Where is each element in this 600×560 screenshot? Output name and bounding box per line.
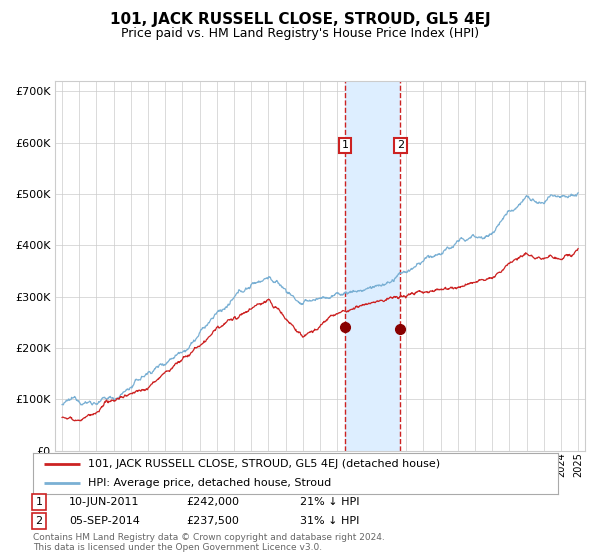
Text: 101, JACK RUSSELL CLOSE, STROUD, GL5 4EJ: 101, JACK RUSSELL CLOSE, STROUD, GL5 4EJ bbox=[110, 12, 490, 27]
Text: 2: 2 bbox=[35, 516, 43, 526]
Text: This data is licensed under the Open Government Licence v3.0.: This data is licensed under the Open Gov… bbox=[33, 543, 322, 552]
Text: 05-SEP-2014: 05-SEP-2014 bbox=[69, 516, 140, 526]
Text: £242,000: £242,000 bbox=[186, 497, 239, 507]
Text: 21% ↓ HPI: 21% ↓ HPI bbox=[300, 497, 359, 507]
Text: 1: 1 bbox=[341, 141, 349, 151]
Text: £237,500: £237,500 bbox=[186, 516, 239, 526]
Text: Contains HM Land Registry data © Crown copyright and database right 2024.: Contains HM Land Registry data © Crown c… bbox=[33, 533, 385, 542]
Text: 101, JACK RUSSELL CLOSE, STROUD, GL5 4EJ (detached house): 101, JACK RUSSELL CLOSE, STROUD, GL5 4EJ… bbox=[88, 459, 440, 469]
Text: 31% ↓ HPI: 31% ↓ HPI bbox=[300, 516, 359, 526]
Text: Price paid vs. HM Land Registry's House Price Index (HPI): Price paid vs. HM Land Registry's House … bbox=[121, 27, 479, 40]
Text: HPI: Average price, detached house, Stroud: HPI: Average price, detached house, Stro… bbox=[88, 478, 331, 488]
Text: 2: 2 bbox=[397, 141, 404, 151]
Text: 1: 1 bbox=[35, 497, 43, 507]
Bar bbox=[345, 81, 400, 451]
Text: 10-JUN-2011: 10-JUN-2011 bbox=[69, 497, 139, 507]
